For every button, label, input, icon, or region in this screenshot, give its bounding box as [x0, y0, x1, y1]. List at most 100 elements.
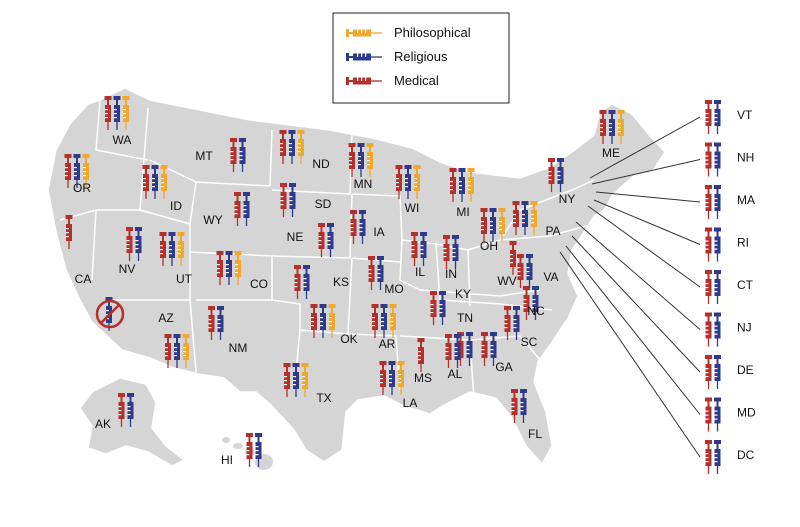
state-ia: IA [350, 210, 385, 244]
state-ms: MS [414, 338, 432, 385]
alaska-shape [79, 377, 186, 467]
legend-label-religious: Religious [394, 49, 448, 64]
state-la: LA [379, 361, 417, 410]
state-in: IN [443, 235, 459, 281]
state-wy: WY [203, 192, 250, 227]
callout-md: MD [705, 397, 756, 432]
state-al-religious-syringe-icon [454, 334, 461, 368]
callout-label: MA [737, 193, 755, 207]
state-tx-philosophical-syringe-icon [301, 363, 309, 397]
state-nd-medical-syringe-icon [279, 130, 287, 164]
callout-line-de [571, 235, 701, 373]
legend-label-medical: Medical [394, 73, 439, 88]
state-nv-religious-syringe-icon [135, 227, 142, 261]
state-sc-religious-syringe-icon [513, 306, 520, 340]
state-ak: AK [95, 393, 134, 431]
state-az-philosophical-syringe-icon [182, 334, 190, 368]
state-fl: FL [511, 389, 542, 441]
state-nd-philosophical-syringe-icon [297, 130, 305, 164]
state-ar-philosophical-syringe-icon [389, 304, 397, 338]
state-me-religious-syringe-icon [608, 110, 616, 144]
state-label: MI [456, 205, 469, 219]
state-la-medical-syringe-icon [379, 361, 387, 395]
state-ut-philosophical-syringe-icon [177, 232, 185, 266]
state-il: IL [411, 232, 427, 279]
state-ut-medical-syringe-icon [159, 232, 167, 266]
state-hi: HI [221, 433, 262, 467]
state-wi-medical-syringe-icon [395, 165, 403, 199]
callout-line-md [565, 245, 701, 415]
state-label: PA [545, 224, 560, 238]
callout-label: CT [737, 278, 754, 292]
callout-line-dc [559, 251, 701, 458]
state-wy-medical-syringe-icon [234, 192, 241, 226]
state-label: ME [602, 146, 620, 160]
state-ks-religious-syringe-icon [303, 265, 310, 299]
state-label: GA [495, 360, 512, 374]
state-wi-philosophical-syringe-icon [413, 165, 421, 199]
state-hi-religious-syringe-icon [255, 433, 262, 467]
legend-philosophical-syringe-icon [346, 29, 382, 37]
state-va-religious-syringe-icon [526, 254, 533, 288]
state-label: OH [480, 239, 498, 253]
callout-ct-medical-syringe-icon [705, 270, 712, 304]
state-va: VA [517, 254, 559, 288]
callout-label: VT [737, 108, 753, 122]
state-label: MS [414, 371, 432, 385]
state-or: OR [64, 154, 91, 195]
state-label: NM [229, 341, 248, 355]
state-mt: MT [195, 138, 246, 172]
state-in-religious-syringe-icon [452, 235, 459, 269]
state-co-philosophical-syringe-icon [234, 251, 242, 285]
state-ca: CA [65, 215, 91, 286]
callout-ct: CT [705, 270, 754, 304]
state-az: AZ [158, 311, 190, 368]
state-ak-medical-syringe-icon [118, 393, 125, 427]
state-label: OK [340, 332, 357, 346]
state-mi-religious-syringe-icon [458, 168, 466, 202]
state-wa-philosophical-syringe-icon [122, 96, 130, 130]
state-nc-religious-syringe-icon [532, 286, 539, 320]
callout-nj-medical-syringe-icon [705, 312, 712, 347]
state-border-10 [271, 193, 353, 259]
state-label: ND [312, 157, 330, 171]
state-nc-medical-syringe-icon [523, 286, 530, 320]
state-ny-religious-syringe-icon [557, 158, 564, 192]
callout-ma-religious-syringe-icon [714, 185, 721, 219]
state-ok-religious-syringe-icon [319, 304, 327, 338]
state-mi-philosophical-syringe-icon [467, 168, 475, 202]
state-mi: MI [449, 168, 475, 219]
state-ca-medical-syringe-icon [65, 215, 73, 249]
state-border-14 [351, 257, 401, 263]
state-label: CO [250, 277, 268, 291]
state-mo-religious-syringe-icon [377, 256, 384, 290]
callout-nh-religious-syringe-icon [714, 142, 721, 177]
state-label: MT [195, 149, 213, 163]
state-label: WV [497, 274, 516, 288]
state-oh: OH [480, 208, 506, 253]
state-mo: MO [368, 256, 404, 296]
callout-vt-medical-syringe-icon [705, 100, 712, 134]
callout-markers: VT NH MA RI CT NJ DE MD DC [705, 100, 756, 474]
state-label: NC [527, 304, 545, 318]
callout-nj-religious-syringe-icon [714, 312, 721, 347]
state-or-philosophical-syringe-icon [82, 154, 90, 188]
state-sc: SC [504, 306, 538, 349]
state-ar: AR [371, 304, 397, 351]
state-mn-religious-syringe-icon [357, 143, 365, 177]
state-wv-medical-syringe-icon [509, 241, 517, 275]
callout-ri-religious-syringe-icon [714, 227, 721, 262]
callout-line-nj [575, 221, 701, 330]
state-nm-medical-syringe-icon [208, 306, 215, 340]
state-label: VA [543, 270, 558, 284]
state-tn-religious-syringe-icon [466, 332, 473, 366]
state-ga-medical-syringe-icon [481, 332, 488, 366]
callout-dc-medical-syringe-icon [705, 440, 712, 474]
state-label: NY [559, 192, 576, 206]
state-label: AZ [158, 311, 173, 325]
state-mo-medical-syringe-icon [368, 256, 375, 290]
state-la-religious-syringe-icon [388, 361, 396, 395]
callout-de-medical-syringe-icon [705, 355, 712, 389]
